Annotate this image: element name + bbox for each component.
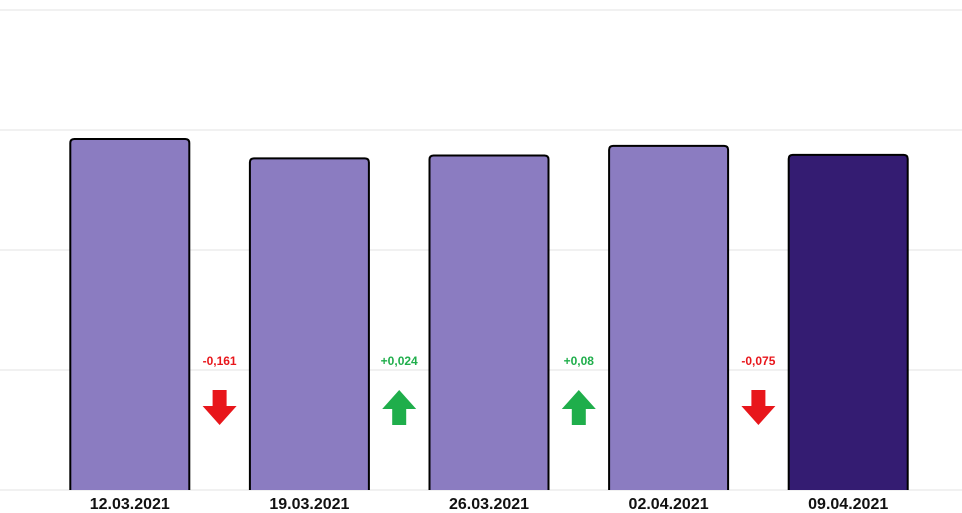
bar bbox=[787, 153, 909, 490]
change-arrow bbox=[382, 390, 417, 425]
change-arrow bbox=[561, 390, 596, 425]
bar bbox=[428, 154, 550, 490]
x-tick-label: 09.04.2021 bbox=[808, 496, 888, 513]
change-arrow bbox=[202, 390, 237, 425]
x-tick-label: 02.04.2021 bbox=[629, 496, 709, 513]
change-label: -0,075 bbox=[741, 354, 775, 368]
change-label: +0,024 bbox=[381, 354, 418, 368]
change-label: +0,08 bbox=[564, 354, 595, 368]
bar bbox=[248, 157, 370, 490]
change-label: -0,161 bbox=[203, 354, 237, 368]
change-arrow bbox=[741, 390, 776, 425]
bar bbox=[69, 138, 191, 490]
x-tick-label: 19.03.2021 bbox=[269, 496, 349, 513]
x-tick-label: 12.03.2021 bbox=[90, 496, 170, 513]
bar bbox=[608, 144, 730, 490]
x-tick-label: 26.03.2021 bbox=[449, 496, 529, 513]
